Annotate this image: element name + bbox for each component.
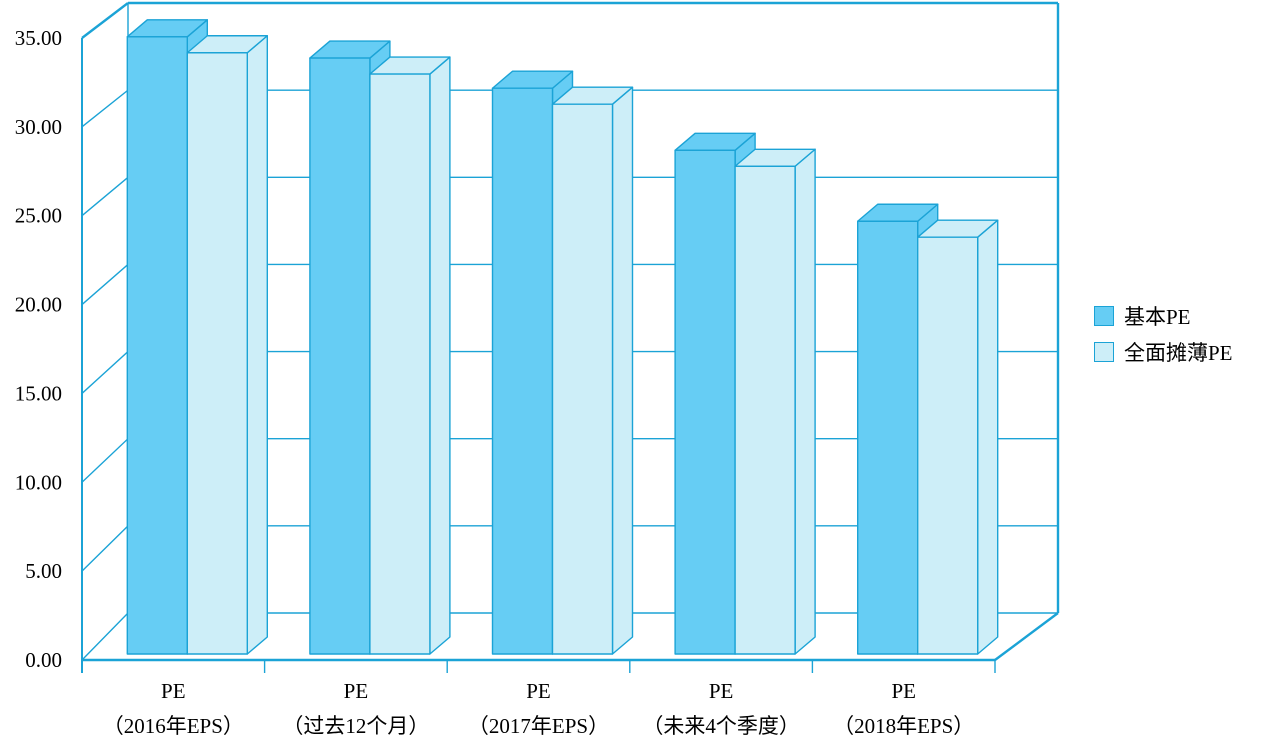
bar-front-face (491, 87, 554, 655)
y-tick-label: 20.00 (15, 293, 62, 317)
bar-front-face (734, 165, 796, 655)
x-tick-label: （过去12个月） (282, 714, 429, 738)
bar-front-face (126, 36, 189, 655)
bar-series-2-category-5 (917, 219, 999, 655)
x-tick-label: （未来4个季度） (642, 714, 800, 738)
gridline-side (81, 525, 129, 572)
bar-front-face (917, 236, 979, 655)
bar-series-2-category-3 (551, 86, 634, 655)
y-tick-label: 15.00 (15, 381, 62, 405)
x-tick-label: （2018年EPS） (833, 714, 974, 738)
bar-front-face (551, 103, 614, 655)
bar-series-2-category-1 (186, 35, 268, 655)
gridline-side (81, 351, 129, 394)
bar-side-face (246, 35, 268, 655)
bar-side-face (429, 56, 451, 655)
gridline-side (81, 438, 129, 483)
legend-label-series-1: 基本PE (1124, 305, 1191, 329)
x-tick-label: PE (526, 679, 551, 703)
y-tick-label: 30.00 (15, 115, 62, 139)
y-tick-label: 0.00 (25, 648, 62, 672)
bar-side-face (977, 219, 999, 655)
bar-front-face (674, 149, 736, 655)
left-wall-top-edge (81, 2, 129, 39)
floor-right-edge (994, 612, 1059, 661)
bar-front-face (857, 220, 919, 655)
gridline-side (81, 89, 129, 128)
legend-swatch-series-2 (1094, 342, 1114, 362)
left-wall-bottom-edge (81, 612, 129, 661)
bar-side-face (611, 86, 634, 655)
y-tick-label: 5.00 (25, 559, 62, 583)
x-tick-label: PE (344, 679, 369, 703)
legend-item-series-2: 全面摊薄PE (1094, 334, 1233, 370)
x-tick-label: （2016年EPS） (103, 714, 244, 738)
legend-item-series-1: 基本PE (1094, 298, 1233, 334)
y-tick-label: 25.00 (15, 204, 62, 228)
bar-front-face (369, 73, 431, 655)
y-tick-label: 35.00 (15, 26, 62, 50)
legend: 基本PE 全面摊薄PE (1094, 298, 1233, 370)
bar-series-2-category-4 (734, 148, 816, 655)
bar-front-face (309, 57, 371, 655)
x-tick-label: PE (891, 679, 916, 703)
gridline-side (81, 176, 129, 217)
bar-side-face (794, 148, 816, 655)
bar-series-2-category-2 (369, 56, 451, 655)
legend-swatch-series-1 (1094, 306, 1114, 326)
x-tick-label: PE (161, 679, 186, 703)
x-tick-label: （2017年EPS） (468, 714, 609, 738)
y-tick-label: 10.00 (15, 470, 62, 494)
gridline-side (81, 263, 129, 306)
x-tick-label: PE (709, 679, 734, 703)
legend-label-series-2: 全面摊薄PE (1124, 341, 1233, 365)
bar-front-face (186, 52, 249, 655)
